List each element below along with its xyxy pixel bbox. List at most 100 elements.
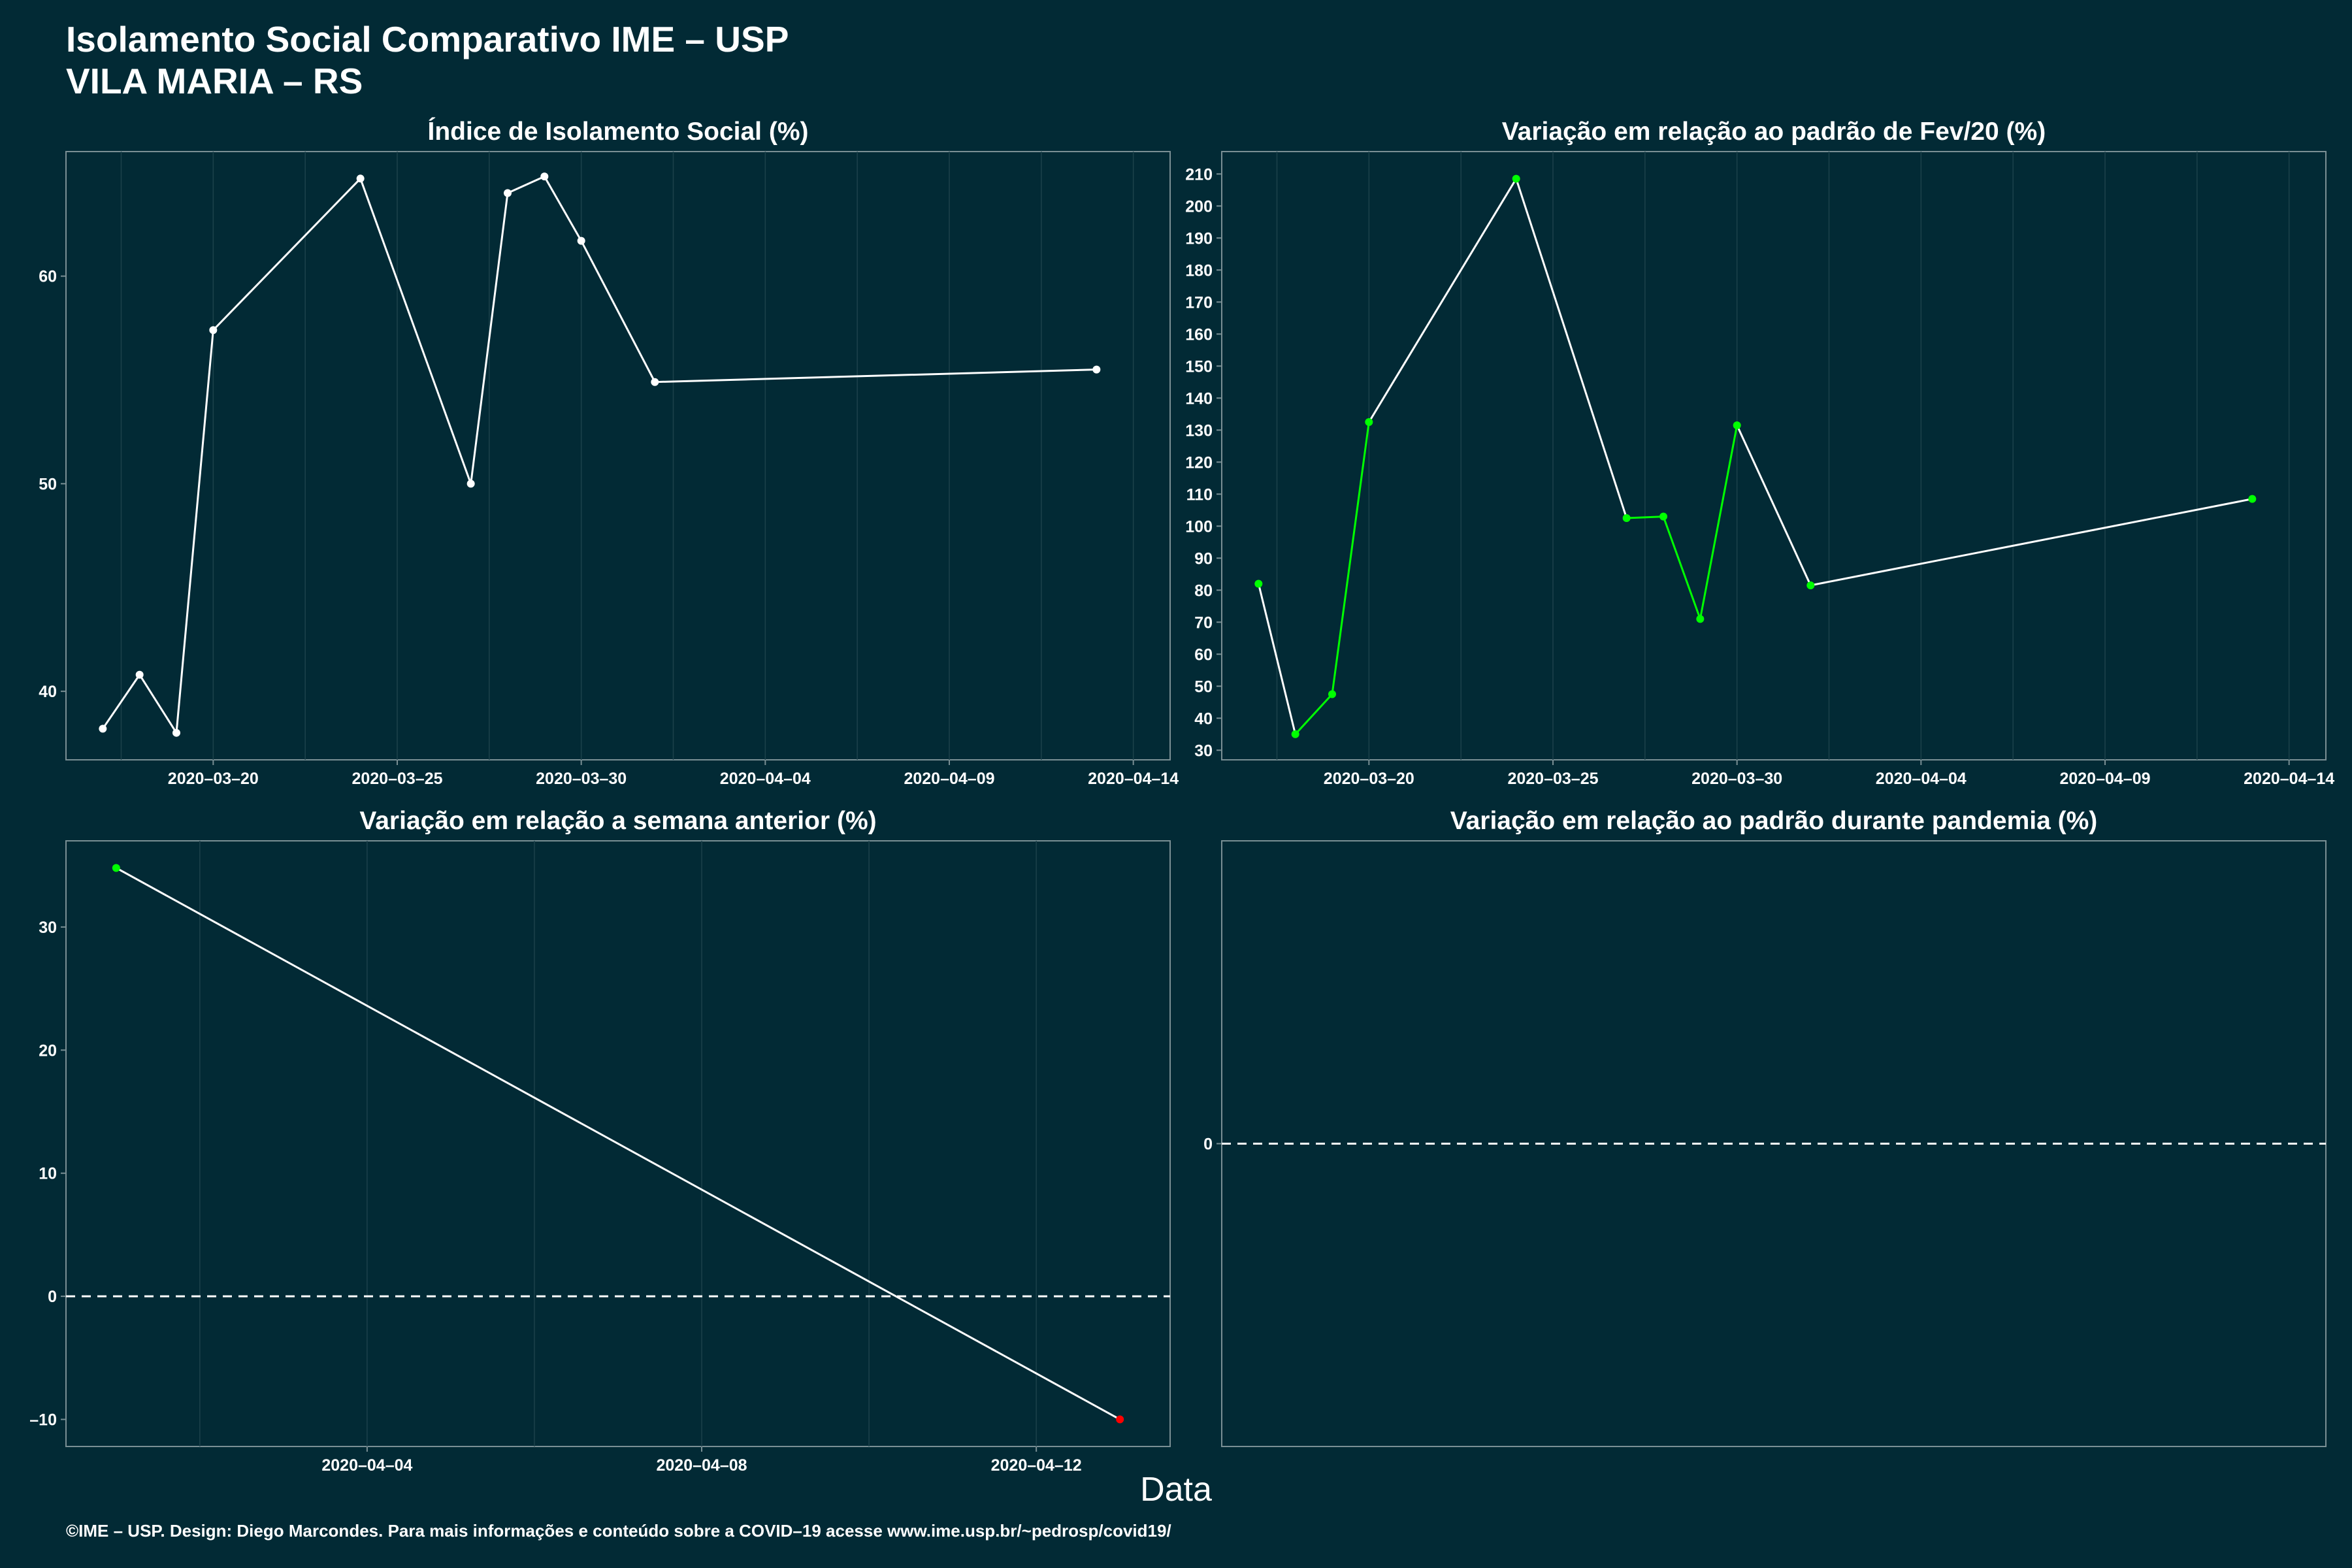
y-tick-label: 0: [48, 1288, 57, 1306]
y-tick-label: 180: [1185, 261, 1213, 280]
data-point: [209, 326, 218, 335]
y-tick-label: 40: [39, 683, 57, 701]
series-segment: [102, 674, 140, 730]
data-point: [99, 725, 107, 733]
data-point: [135, 670, 144, 679]
y-tick-label: 30: [1194, 742, 1213, 760]
x-tick-label: 2020–04–14: [2244, 770, 2334, 788]
x-tick-label: 2020–04–09: [904, 770, 994, 788]
data-point: [1696, 615, 1705, 623]
x-tick-label: 2020–03–25: [1507, 770, 1598, 788]
x-tick-label: 2020–03–20: [168, 770, 259, 788]
data-point: [1512, 174, 1520, 183]
data-point: [172, 728, 180, 737]
y-tick-label: 60: [1194, 645, 1213, 664]
series-segment: [1662, 516, 1701, 619]
data-point: [1622, 514, 1631, 523]
series-segment: [1626, 515, 1664, 519]
series-segment: [507, 175, 545, 194]
series-segment: [1257, 583, 1297, 735]
series-segment: [580, 240, 656, 383]
plot-area: [1221, 151, 2327, 760]
data-point: [1291, 730, 1299, 738]
data-point: [1659, 512, 1667, 521]
panel-title: Índice de Isolamento Social (%): [428, 117, 809, 146]
x-tick-label: 2020–04–08: [657, 1456, 747, 1475]
y-tick-label: 170: [1185, 293, 1213, 312]
series-segment: [1699, 425, 1739, 619]
data-point: [356, 174, 365, 183]
panel-title: Variação em relação a semana anterior (%…: [359, 807, 876, 835]
series-segment: [655, 368, 1097, 384]
series-segment: [1736, 425, 1812, 586]
series-segment: [544, 176, 582, 242]
y-tick-label: 50: [39, 475, 57, 493]
y-tick-label: 40: [1194, 710, 1213, 728]
y-tick-label: –10: [29, 1411, 57, 1429]
x-tick-label: 2020–03–30: [1691, 770, 1782, 788]
title-line-2: VILA MARIA – RS: [66, 61, 363, 101]
x-tick-label: 2020–04–14: [1088, 770, 1179, 788]
y-tick-label: 210: [1185, 165, 1213, 184]
data-point: [577, 237, 585, 245]
series-segment: [139, 674, 178, 734]
y-tick-label: 200: [1185, 197, 1213, 216]
panel-variation-feb: Variação em relação ao padrão de Fev/20 …: [1185, 118, 2334, 788]
data-point: [1254, 580, 1263, 588]
panel-isolation-index: Índice de Isolamento Social (%) 40 50 60 202…: [39, 117, 1179, 788]
series-segment: [116, 867, 1120, 1420]
series-segment: [175, 330, 214, 733]
x-tick-label: 2020–03–20: [1324, 770, 1414, 788]
data-point: [504, 189, 512, 197]
y-tick-label: 130: [1185, 421, 1213, 440]
x-tick-label: 2020–04–12: [991, 1456, 1082, 1475]
y-tick-label: 190: [1185, 229, 1213, 248]
data-point: [112, 864, 120, 872]
y-tick-label: 160: [1185, 325, 1213, 344]
x-tick-label: 2020–03–25: [351, 770, 442, 788]
x-tick-label: 2020–04–04: [1876, 770, 1967, 788]
data-point: [651, 378, 659, 386]
y-tick-label: 90: [1194, 549, 1213, 568]
data-point: [1116, 1415, 1124, 1424]
data-point: [1092, 365, 1101, 374]
series-segment: [470, 193, 509, 484]
y-tick-label: 100: [1185, 517, 1213, 536]
x-tick-label: 2020–04–04: [321, 1456, 412, 1475]
panel-variation-week: Variação em relação a semana anterior (%…: [29, 807, 1171, 1475]
x-tick-label: 2020–04–04: [720, 770, 811, 788]
series-segment: [359, 178, 472, 484]
series-segment: [1810, 498, 2253, 587]
series-segment: [1368, 178, 1517, 423]
data-point: [1365, 418, 1373, 427]
data-point: [1806, 581, 1815, 589]
panel-variation-pandemic: Variação em relação ao padrão durante pa…: [1203, 807, 2327, 1447]
data-point: [2248, 495, 2257, 503]
panel-title: Variação em relação ao padrão durante pa…: [1450, 807, 2098, 835]
title-line-1: Isolamento Social Comparativo IME – USP: [66, 19, 789, 59]
series-segment: [1331, 421, 1370, 694]
y-tick-label: 70: [1194, 613, 1213, 632]
y-tick-label: 80: [1194, 581, 1213, 600]
series-segment: [1515, 178, 1628, 519]
y-tick-label: 110: [1186, 485, 1213, 504]
data-point: [466, 480, 475, 488]
y-tick-label: 10: [39, 1165, 57, 1183]
series-segment: [1294, 693, 1333, 735]
series-segment: [212, 178, 361, 331]
y-tick-label: 120: [1185, 453, 1213, 472]
data-point: [1733, 421, 1741, 429]
y-tick-label: 140: [1185, 389, 1213, 408]
data-point: [540, 172, 549, 181]
y-tick-label: 50: [1194, 678, 1213, 696]
footer-credits: ©IME – USP. Design: Diego Marcondes. Par…: [66, 1521, 1171, 1541]
x-tick-label: 2020–04–09: [2059, 770, 2150, 788]
x-tick-label: 2020–03–30: [536, 770, 627, 788]
y-tick-label: 60: [39, 268, 57, 286]
plot-area: [65, 151, 1171, 760]
y-tick-label: 0: [1203, 1135, 1213, 1154]
y-tick-label: 30: [39, 919, 57, 937]
y-tick-label: 20: [39, 1041, 57, 1060]
